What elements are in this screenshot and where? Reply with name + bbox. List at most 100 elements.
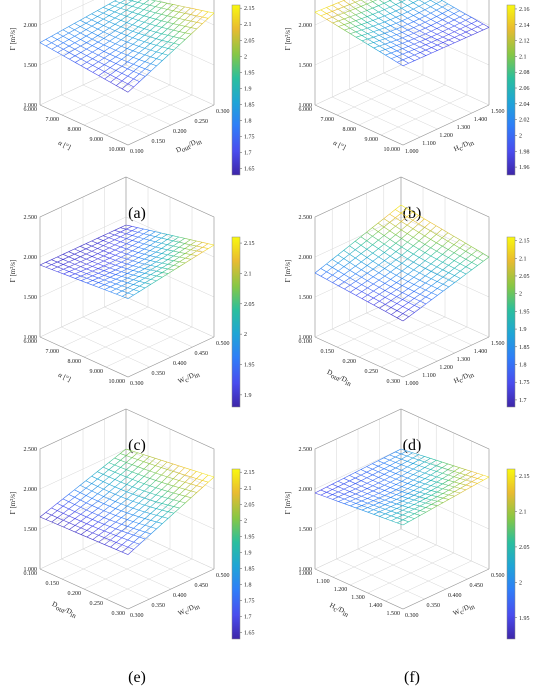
surface-segment — [436, 9, 443, 14]
surface-segment — [401, 216, 408, 222]
surface-segment — [436, 258, 443, 263]
surface-segment — [383, 457, 390, 461]
surface-segment — [465, 23, 472, 27]
surface-segment — [448, 25, 455, 30]
surface-segment — [97, 25, 104, 30]
surface-segment — [338, 26, 345, 31]
surface-segment — [367, 495, 374, 499]
surface-segment — [419, 24, 426, 29]
surface-segment — [121, 290, 128, 294]
surface-segment — [144, 490, 151, 494]
surface-segment — [384, 495, 391, 498]
surface-segment — [69, 525, 76, 530]
surface-segment — [418, 470, 425, 474]
surface-segment — [430, 230, 437, 235]
surface-segment — [395, 209, 402, 214]
surface-segment — [384, 27, 391, 32]
y-tick-label: 9.000 — [90, 369, 104, 375]
surface-segment — [132, 241, 139, 246]
surface-segment — [179, 256, 186, 259]
surface-segment — [179, 487, 186, 490]
surface-segment — [179, 253, 186, 258]
surface-segment — [471, 476, 478, 479]
surface-segment — [436, 234, 443, 239]
surface-segment — [401, 14, 408, 19]
surface-segment — [131, 2, 139, 7]
surface-segment — [448, 265, 455, 269]
surface-segment — [402, 521, 409, 526]
surface-segment — [110, 546, 117, 550]
surface-segment — [68, 251, 75, 255]
surface-segment — [419, 257, 426, 261]
surface-segment — [431, 278, 438, 282]
surface-segment — [413, 479, 420, 483]
surface-segment — [167, 491, 174, 494]
surface-segment — [110, 278, 116, 283]
surface-segment — [150, 58, 157, 64]
y-tick-label: 0.100 — [24, 571, 38, 577]
surface-segment — [144, 36, 151, 42]
surface-segment — [396, 514, 403, 519]
surface-segment — [413, 491, 420, 496]
surface-segment — [424, 456, 431, 459]
surface-segment — [338, 274, 345, 279]
surface-segment — [448, 39, 455, 44]
surface-segment — [184, 244, 191, 249]
surface-segment — [92, 521, 99, 527]
surface-segment — [92, 65, 99, 69]
surface-segment — [367, 287, 374, 292]
surface-segment — [132, 270, 140, 273]
surface-segment — [431, 490, 438, 493]
surface-segment — [453, 16, 460, 21]
surface-segment — [332, 254, 339, 260]
surface-segment — [384, 290, 392, 294]
surface-segment — [396, 313, 404, 319]
x-tick-label: 0.400 — [173, 593, 187, 599]
surface-segment — [367, 283, 374, 289]
surface-segment — [114, 7, 121, 13]
surface-segment — [155, 236, 162, 239]
surface-segment — [395, 229, 402, 235]
surface-segment — [407, 266, 414, 271]
surface-segment — [108, 9, 115, 13]
surface-segment — [132, 493, 139, 497]
surface-segment — [115, 269, 122, 273]
surface-segment — [103, 496, 110, 500]
surface-segment — [465, 254, 472, 260]
surface-segment — [143, 245, 151, 250]
surface-segment — [454, 25, 461, 30]
surface-segment — [459, 28, 467, 33]
surface-segment — [138, 59, 146, 62]
surface-segment — [384, 275, 391, 280]
surface-segment — [425, 27, 432, 32]
surface-segment — [384, 279, 391, 284]
surface-segment — [103, 242, 110, 246]
surface-segment — [115, 264, 122, 268]
surface-segment — [167, 265, 174, 270]
surface-segment — [80, 487, 87, 493]
surface-segment — [132, 503, 139, 509]
surface-segment — [103, 51, 110, 55]
surface-segment — [447, 232, 454, 237]
surface-segment — [338, 498, 345, 502]
surface-segment — [419, 268, 426, 274]
x-tick-label: 0.400 — [448, 593, 462, 599]
surface-segment — [361, 495, 368, 499]
surface-segment — [133, 285, 140, 290]
surface-segment — [349, 265, 356, 271]
surface-segment — [85, 240, 92, 244]
surface-segment — [425, 36, 432, 40]
surface-segment — [437, 42, 444, 46]
surface-segment — [442, 237, 449, 242]
surface-segment — [120, 460, 127, 463]
surface-segment — [401, 263, 408, 267]
surface-segment — [459, 255, 466, 260]
surface-segment — [103, 262, 110, 267]
surface-segment — [172, 235, 179, 238]
surface-segment — [149, 0, 156, 6]
surface-segment — [126, 6, 133, 11]
surface-segment — [401, 224, 408, 231]
surface-segment — [115, 280, 122, 285]
surface-segment — [326, 11, 333, 14]
surface-segment — [91, 471, 98, 477]
